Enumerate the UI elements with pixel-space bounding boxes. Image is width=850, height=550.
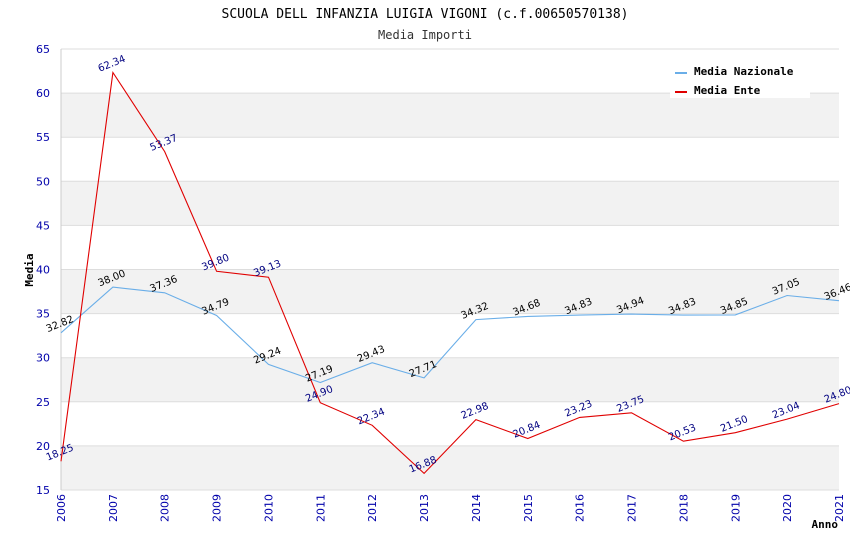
x-tick-label: 2007 bbox=[107, 494, 120, 522]
x-tick-label: 2009 bbox=[211, 494, 224, 522]
x-tick-label: 2016 bbox=[574, 494, 587, 522]
y-tick-label: 30 bbox=[36, 352, 50, 365]
y-tick-label: 15 bbox=[36, 484, 50, 497]
x-tick-label: 2006 bbox=[55, 494, 68, 522]
x-tick-label: 2017 bbox=[626, 494, 639, 522]
y-tick-label: 40 bbox=[36, 264, 50, 277]
y-tick-label: 45 bbox=[36, 219, 50, 232]
x-tick-label: 2008 bbox=[159, 494, 172, 522]
x-axis-ticks: 2006 2007 2008 2009 2010 2011 2012 2013 2014 2015… bbox=[55, 494, 846, 522]
legend-box bbox=[670, 60, 810, 98]
x-tick-label: 2013 bbox=[418, 494, 431, 522]
x-tick-label: 2018 bbox=[677, 494, 690, 522]
grid-band bbox=[61, 93, 839, 138]
y-tick-label: 55 bbox=[36, 131, 50, 144]
x-tick-label: 2011 bbox=[314, 494, 327, 522]
x-tick-label: 2014 bbox=[470, 494, 483, 522]
series-line-media-ente bbox=[60, 70, 840, 475]
grid-band bbox=[61, 357, 839, 402]
y-tick-label: 65 bbox=[36, 43, 50, 56]
y-tick-label: 60 bbox=[36, 87, 50, 100]
x-tick-label: 2015 bbox=[522, 494, 535, 522]
y-tick-label: 50 bbox=[36, 175, 50, 188]
x-tick-label: 2021 bbox=[833, 494, 846, 522]
x-tick-label: 2020 bbox=[781, 494, 794, 522]
grid-bands bbox=[60, 48, 839, 491]
chart-title: SCUOLA DELL INFANZIA LUIGIA VIGONI (c.f.… bbox=[222, 7, 629, 22]
x-tick-label: 2019 bbox=[729, 494, 742, 522]
legend-label-media-nazionale: Media Nazionale bbox=[694, 65, 794, 78]
legend: Media Nazionale Media Ente bbox=[670, 60, 810, 98]
x-axis-label: Anno bbox=[812, 518, 839, 531]
y-axis-ticks: 15 20 25 30 35 40 45 50 55 60 65 bbox=[36, 43, 50, 497]
y-tick-label: 25 bbox=[36, 396, 50, 409]
grid-band bbox=[61, 181, 839, 226]
legend-label-media-ente: Media Ente bbox=[694, 84, 761, 97]
series-lines bbox=[60, 70, 840, 475]
grid-band bbox=[61, 269, 839, 314]
y-axis-label: Media bbox=[23, 253, 36, 286]
x-tick-label: 2012 bbox=[366, 494, 379, 522]
x-tick-label: 2010 bbox=[262, 494, 275, 522]
chart-subtitle: Media Importi bbox=[378, 28, 472, 42]
y-tick-label: 20 bbox=[36, 440, 50, 453]
series-line-media-nazionale bbox=[60, 286, 840, 384]
grid-band bbox=[61, 445, 839, 490]
y-tick-label: 35 bbox=[36, 308, 50, 321]
